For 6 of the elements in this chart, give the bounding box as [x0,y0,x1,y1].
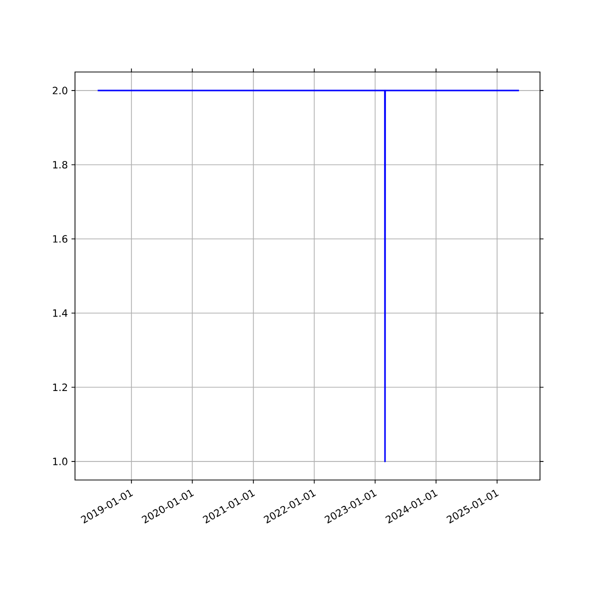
y-tick-label: 1.8 [53,160,68,169]
y-tick-label: 1.6 [53,235,68,243]
y-tick-label: 1.4 [53,309,68,317]
y-tick-label: 1.0 [53,458,68,466]
y-tick-label: 1.2 [53,384,67,391]
y-tick-label: 2.0 [52,86,68,94]
